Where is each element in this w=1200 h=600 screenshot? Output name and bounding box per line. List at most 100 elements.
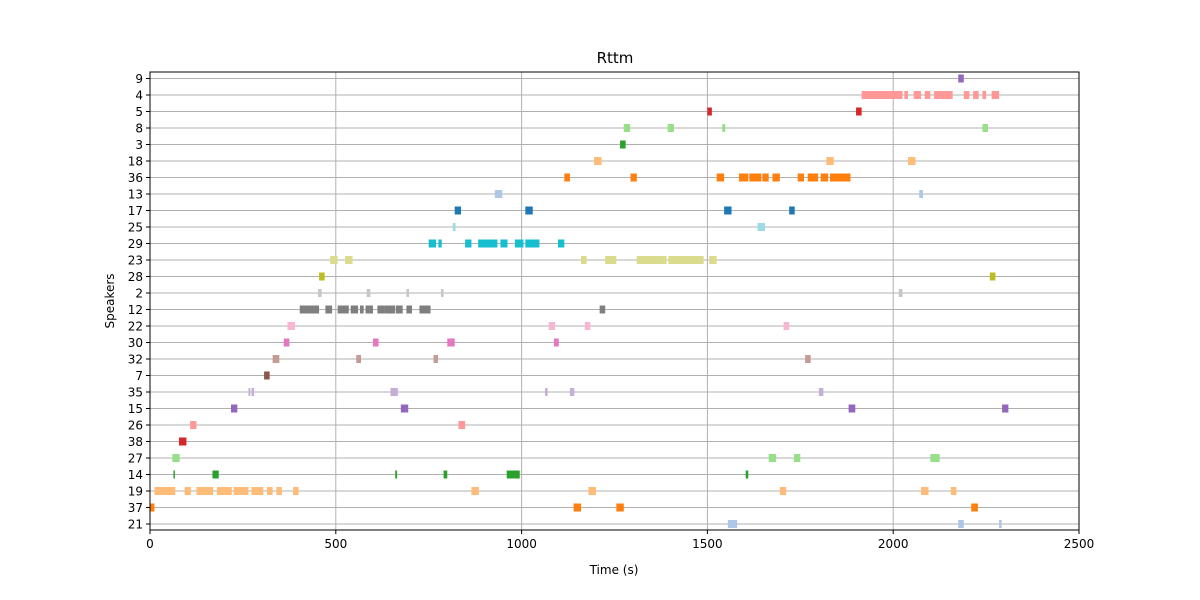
y-tick-label: 12 [128,303,143,317]
segment-speaker-2 [366,289,371,297]
segment-speaker-19 [921,487,929,495]
y-tick-label: 5 [135,105,143,119]
y-tick-label: 8 [135,122,143,136]
segment-speaker-14 [395,470,398,479]
segment-speaker-36 [807,173,819,182]
segment-speaker-12 [599,305,606,314]
segment-speaker-7 [264,371,270,380]
y-tick-label: 26 [128,419,143,433]
segment-speaker-30 [553,338,559,347]
segment-speaker-32 [805,355,811,363]
segment-speaker-23 [709,256,717,264]
segment-speaker-19 [276,487,282,495]
segment-speaker-35 [569,388,575,396]
segment-speaker-35 [818,388,824,396]
segment-speaker-19 [251,487,264,495]
segment-speaker-30 [447,338,455,347]
x-tick-label: 500 [324,537,347,551]
x-axis-label: Time (s) [589,563,639,577]
segment-speaker-4 [991,91,1000,99]
x-tick-label: 2500 [1064,537,1095,551]
segment-speaker-29 [558,239,565,248]
y-tick-label: 37 [128,501,143,515]
y-tick-label: 38 [128,435,143,449]
segment-speaker-26 [458,421,466,429]
y-tick-label: 23 [128,254,143,268]
x-tick-label: 1000 [506,537,537,551]
segment-speaker-15 [1002,404,1009,413]
segment-speaker-17 [724,206,732,215]
segment-speaker-28 [319,272,325,281]
segment-speaker-26 [190,421,197,429]
segment-speaker-35 [248,388,251,396]
y-tick-label: 29 [128,237,143,251]
segment-speaker-19 [471,487,479,495]
segment-speaker-35 [390,388,398,396]
segment-speaker-8 [722,124,726,132]
segment-speaker-12 [325,305,333,314]
segment-speaker-36 [820,173,829,182]
y-tick-label: 2 [135,287,143,301]
segment-speaker-4 [963,91,970,99]
y-tick-label: 14 [128,468,143,482]
segment-speaker-29 [465,239,472,248]
segment-speaker-12 [359,305,364,314]
segment-speaker-4 [973,91,979,99]
segment-speaker-17 [789,206,795,215]
segment-speaker-4 [861,91,903,99]
segment-speaker-4 [947,91,953,99]
segment-speaker-2 [440,289,444,297]
y-tick-label: 4 [135,89,143,103]
segment-speaker-35 [251,388,255,396]
y-tick-label: 36 [128,171,143,185]
segment-speaker-23 [330,256,338,264]
segment-speaker-18 [826,157,834,165]
y-tick-label: 9 [135,72,143,86]
segment-speaker-22 [584,322,591,330]
segment-speaker-14 [212,470,219,479]
y-tick-label: 30 [128,336,143,350]
segment-speaker-8 [982,124,988,132]
segment-speaker-37 [616,503,624,512]
segment-speaker-14 [443,470,448,479]
segment-speaker-27 [930,454,940,462]
segment-speaker-21 [999,520,1002,528]
segment-speaker-2 [898,289,903,297]
segment-speaker-12 [299,305,320,314]
segment-speaker-37 [573,503,582,512]
y-axis-ticks: 9458318361317252923282122230327351526382… [128,72,150,532]
segment-speaker-19 [233,487,249,495]
segment-speaker-36 [797,173,805,182]
y-tick-label: 22 [128,320,143,334]
segment-speaker-25 [452,223,456,231]
segment-speaker-22 [548,322,556,330]
segment-speaker-37 [150,503,155,512]
y-tick-label: 15 [128,402,143,416]
segment-speaker-5 [707,107,712,116]
segment-speaker-15 [231,404,238,413]
y-axis-label: Speakers [103,273,117,328]
y-tick-label: 21 [128,518,143,532]
segment-speaker-13 [494,190,503,198]
segment-speaker-13 [919,190,923,198]
segment-speaker-19 [588,487,596,495]
segment-speaker-28 [989,272,996,281]
segment-speaker-19 [216,487,232,495]
segment-speaker-29 [514,239,524,248]
segment-speaker-22 [287,322,295,330]
segment-speaker-21 [727,520,738,528]
segment-speaker-27 [793,454,801,462]
segment-speaker-3 [620,140,626,149]
y-tick-label: 7 [135,369,143,383]
plot-frame [149,71,1080,531]
segment-speaker-36 [772,173,780,182]
segment-speaker-19 [950,487,957,495]
segment-speaker-9 [958,74,964,83]
segment-speaker-18 [594,157,602,165]
chart-title: Rttm [597,49,634,67]
y-tick-label: 27 [128,452,143,466]
x-tick-label: 1500 [692,537,723,551]
segment-speaker-19 [184,487,191,495]
segment-speaker-18 [908,157,916,165]
segment-speaker-25 [757,223,765,231]
